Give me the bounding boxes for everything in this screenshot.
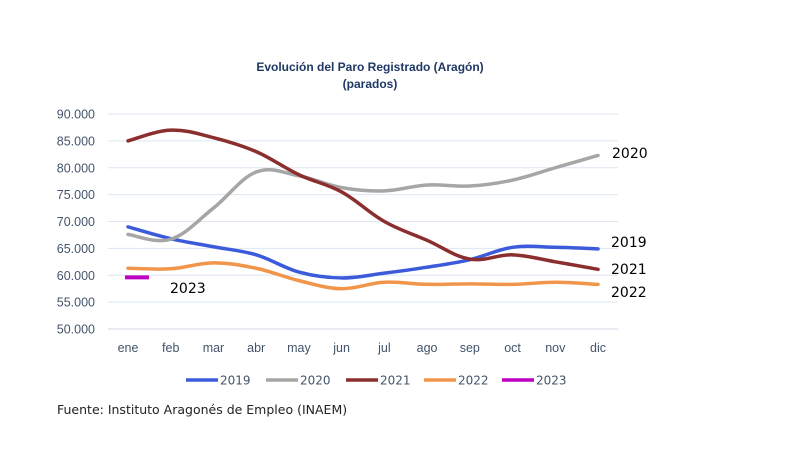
- x-tick-label: ene: [118, 341, 139, 355]
- legend-item-2019: 2019: [186, 374, 251, 388]
- legend-label: 2023: [536, 374, 567, 388]
- y-axis: 50.000 55.000 60.000 65.000 70.000 75.000 80.0…: [57, 108, 95, 337]
- series-2021-line: [126, 128, 600, 272]
- x-tick-label: jul: [377, 341, 391, 355]
- series-2020-line: [126, 153, 600, 243]
- legend: 2019 2020 2021 2022 2023: [186, 374, 567, 388]
- end-labels: 2020 2019 2021 2022 2023: [170, 146, 648, 301]
- legend-label: 2022: [458, 374, 489, 388]
- source-note: Fuente: Instituto Aragonés de Empleo (IN…: [57, 402, 348, 417]
- annotation-2023: 2023: [170, 281, 206, 297]
- x-tick-label: abr: [247, 341, 265, 355]
- y-tick-label: 75.000: [57, 188, 95, 202]
- gridlines: [108, 113, 618, 330]
- x-axis: ene feb mar abr may jun jul ago sep oct nov dic: [118, 341, 606, 355]
- x-tick-label: may: [287, 341, 311, 355]
- legend-label: 2021: [380, 374, 411, 388]
- x-tick-label: mar: [203, 341, 225, 355]
- x-tick-label: jun: [332, 341, 350, 355]
- y-tick-label: 90.000: [57, 108, 95, 122]
- x-tick-label: nov: [545, 341, 566, 355]
- y-tick-label: 85.000: [57, 134, 95, 148]
- chart-title: Evolución del Paro Registrado (Aragón): [256, 60, 483, 74]
- annotation-2021: 2021: [611, 262, 647, 278]
- y-tick-label: 55.000: [57, 296, 95, 310]
- y-tick-label: 60.000: [57, 269, 95, 283]
- legend-item-2020: 2020: [266, 374, 331, 388]
- series-2022-line: [126, 261, 600, 291]
- legend-item-2023: 2023: [502, 374, 567, 388]
- y-tick-label: 65.000: [57, 242, 95, 256]
- x-tick-label: feb: [162, 341, 179, 355]
- annotation-2022: 2022: [611, 285, 647, 301]
- chart-subtitle: (parados): [343, 77, 398, 91]
- y-tick-label: 70.000: [57, 215, 95, 229]
- legend-label: 2020: [300, 374, 331, 388]
- y-tick-label: 50.000: [57, 323, 95, 337]
- annotation-2020: 2020: [612, 146, 648, 162]
- x-tick-label: ago: [417, 341, 438, 355]
- x-tick-label: dic: [590, 341, 606, 355]
- y-tick-label: 80.000: [57, 161, 95, 175]
- legend-item-2022: 2022: [424, 374, 489, 388]
- x-tick-label: sep: [460, 341, 480, 355]
- legend-item-2021: 2021: [346, 374, 411, 388]
- annotation-2019: 2019: [611, 235, 647, 251]
- legend-label: 2019: [220, 374, 251, 388]
- series-2019-line: [126, 225, 600, 280]
- series-lines: [125, 128, 600, 291]
- x-tick-label: oct: [504, 341, 521, 355]
